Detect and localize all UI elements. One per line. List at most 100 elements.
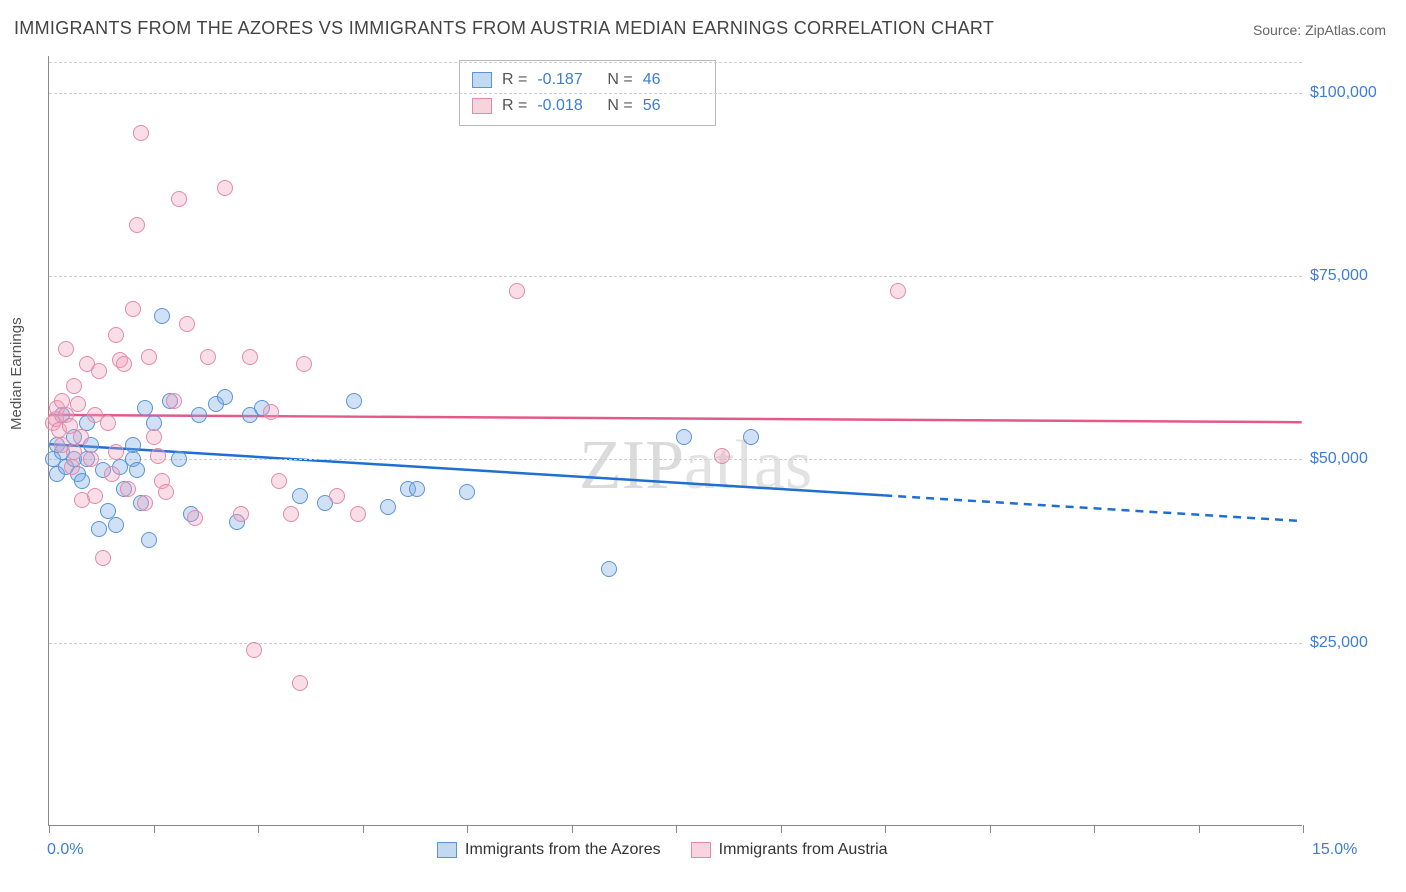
scatter-point [296, 356, 312, 372]
scatter-point [154, 308, 170, 324]
scatter-point [158, 484, 174, 500]
gridline [49, 276, 1302, 277]
scatter-point [346, 393, 362, 409]
stat-r-value-austria: -0.018 [537, 93, 597, 119]
x-tick [885, 825, 886, 833]
stat-r-label: R = [502, 93, 527, 119]
legend-item-austria: Immigrants from Austria [691, 841, 888, 859]
scatter-point [263, 404, 279, 420]
scatter-point [66, 378, 82, 394]
scatter-point [676, 429, 692, 445]
stat-n-label: N = [607, 67, 632, 93]
chart-title: IMMIGRANTS FROM THE AZORES VS IMMIGRANTS… [14, 18, 994, 39]
scatter-point [283, 506, 299, 522]
stat-n-label: N = [607, 93, 632, 119]
stat-r-value-azores: -0.187 [537, 67, 597, 93]
scatter-point [74, 473, 90, 489]
scatter-point [129, 462, 145, 478]
plot-area: ZIPatlas R = -0.187 N = 46 R = -0.018 N … [48, 56, 1302, 826]
swatch-pink-icon [472, 98, 492, 114]
legend-item-azores: Immigrants from the Azores [437, 841, 661, 859]
stat-n-value-austria: 56 [643, 93, 703, 119]
scatter-point [187, 510, 203, 526]
x-tick [258, 825, 259, 833]
scatter-point [100, 415, 116, 431]
scatter-point [95, 550, 111, 566]
swatch-blue-icon [472, 72, 492, 88]
scatter-point [100, 503, 116, 519]
scatter-point [166, 393, 182, 409]
scatter-point [141, 349, 157, 365]
scatter-point [350, 506, 366, 522]
scatter-point [191, 407, 207, 423]
scatter-point [246, 642, 262, 658]
scatter-point [91, 363, 107, 379]
scatter-point [137, 400, 153, 416]
stats-row-azores: R = -0.187 N = 46 [472, 67, 703, 93]
y-tick-label: $100,000 [1310, 84, 1396, 102]
scatter-point [120, 481, 136, 497]
scatter-point [129, 217, 145, 233]
x-tick [572, 825, 573, 833]
scatter-point [329, 488, 345, 504]
scatter-point [743, 429, 759, 445]
scatter-point [200, 349, 216, 365]
scatter-point [116, 356, 132, 372]
x-tick [49, 825, 50, 833]
scatter-point [54, 393, 70, 409]
scatter-point [292, 488, 308, 504]
scatter-point [64, 459, 80, 475]
scatter-point [70, 396, 86, 412]
scatter-point [108, 517, 124, 533]
legend-label-azores: Immigrants from the Azores [465, 841, 661, 859]
scatter-point [271, 473, 287, 489]
scatter-point [217, 180, 233, 196]
x-tick [1199, 825, 1200, 833]
scatter-point [292, 675, 308, 691]
scatter-point [233, 506, 249, 522]
scatter-point [133, 125, 149, 141]
trend-lines [49, 56, 1302, 825]
scatter-point [141, 532, 157, 548]
scatter-point [87, 488, 103, 504]
x-tick [1303, 825, 1304, 833]
x-tick [781, 825, 782, 833]
scatter-point [146, 429, 162, 445]
swatch-blue-icon [437, 842, 457, 858]
scatter-point [171, 451, 187, 467]
scatter-point [66, 444, 82, 460]
scatter-point [409, 481, 425, 497]
scatter-point [108, 327, 124, 343]
x-tick [154, 825, 155, 833]
scatter-point [83, 451, 99, 467]
y-tick-label: $75,000 [1310, 267, 1396, 285]
x-axis-max-label: 15.0% [1312, 841, 1402, 859]
scatter-point [125, 437, 141, 453]
scatter-point [242, 349, 258, 365]
gridline [49, 62, 1302, 63]
scatter-point [125, 301, 141, 317]
x-tick [363, 825, 364, 833]
stats-row-austria: R = -0.018 N = 56 [472, 93, 703, 119]
x-axis-min-label: 0.0% [47, 841, 83, 859]
x-tick [1094, 825, 1095, 833]
scatter-point [58, 341, 74, 357]
scatter-point [380, 499, 396, 515]
scatter-point [73, 429, 89, 445]
gridline [49, 93, 1302, 94]
y-axis-label: Median Earnings [8, 317, 25, 430]
scatter-point [714, 448, 730, 464]
source-label: Source: ZipAtlas.com [1253, 22, 1386, 38]
x-tick [467, 825, 468, 833]
watermark: ZIPatlas [579, 426, 812, 506]
x-tick [990, 825, 991, 833]
scatter-point [171, 191, 187, 207]
stat-n-value-azores: 46 [643, 67, 703, 93]
scatter-point [137, 495, 153, 511]
scatter-point [459, 484, 475, 500]
x-tick [676, 825, 677, 833]
y-tick-label: $50,000 [1310, 450, 1396, 468]
scatter-point [108, 444, 124, 460]
swatch-pink-icon [691, 842, 711, 858]
legend-bottom: Immigrants from the Azores Immigrants fr… [437, 841, 888, 859]
